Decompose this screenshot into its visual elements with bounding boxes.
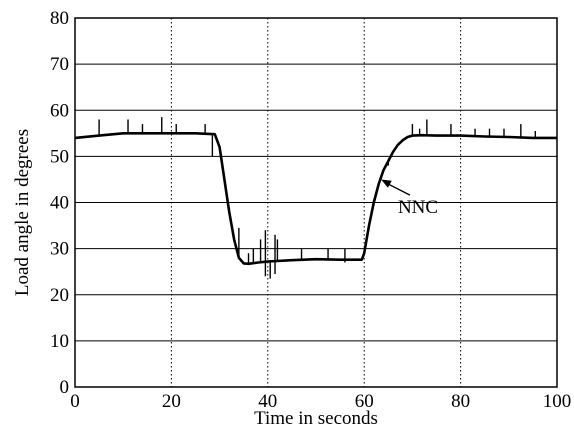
grid [75,18,557,387]
plot-frame [74,17,558,388]
y-tick-label: 70 [50,54,69,75]
x-tick-label: 100 [543,391,572,412]
y-tick-label: 60 [50,100,69,121]
tick-labels: 0 20 40 60 80 100 0 10 20 30 40 50 60 70 80 [50,8,571,412]
y-tick-label: 30 [50,239,69,260]
y-tick-label: 80 [50,8,69,29]
y-tick-label: 0 [60,377,70,398]
x-tick-label: 40 [258,391,277,412]
plot-series [74,117,557,279]
series-line-0 [74,132,557,266]
y-tick-label: 50 [50,146,69,167]
x-axis-label: Time in seconds [254,408,378,429]
y-tick-label: 20 [50,285,69,306]
x-tick-label: 60 [355,391,374,412]
annotations: NNC [381,179,438,218]
y-tick-label: 40 [50,193,69,214]
x-tick-label: 0 [70,391,80,412]
annotation-arrowhead [381,179,392,188]
x-tick-label: 20 [162,391,181,412]
y-tick-label: 10 [50,331,69,352]
annotation-label: NNC [398,197,438,218]
x-tick-label: 80 [451,391,470,412]
y-axis-label: Load angle in degrees [12,129,33,296]
